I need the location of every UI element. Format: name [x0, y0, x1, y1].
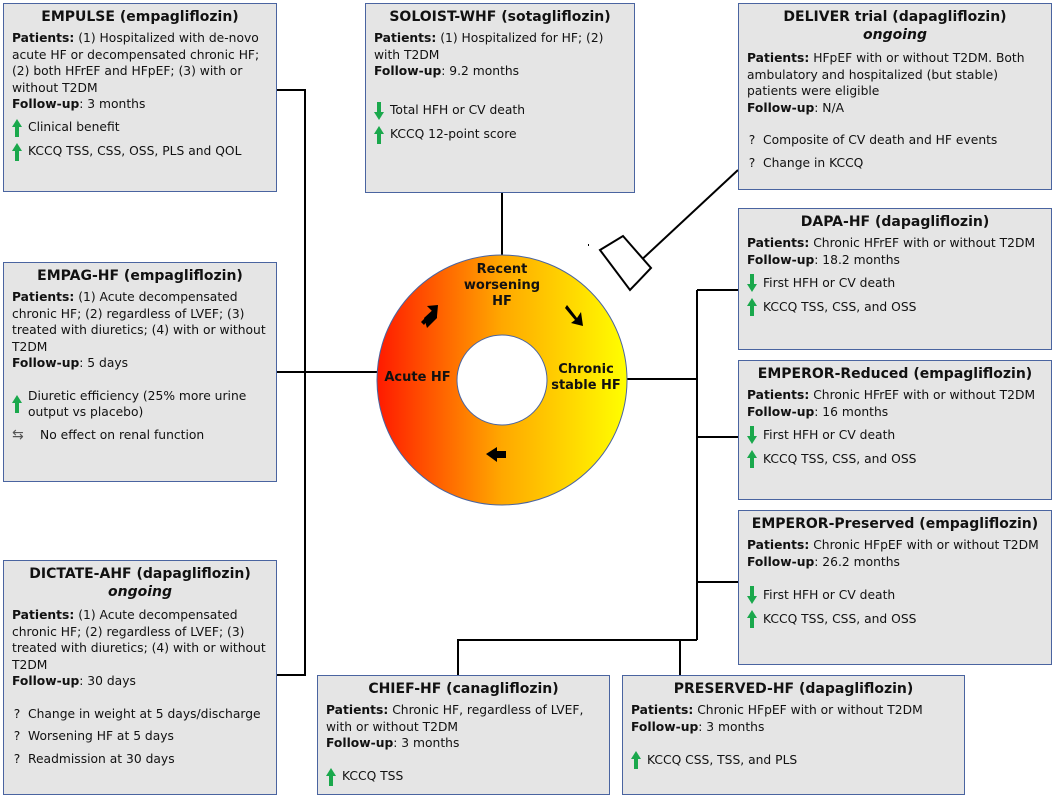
trial-patients: Patients: HFpEF with or without T2DM. Bo… [747, 51, 1025, 98]
trial-title: DICTATE-AHF (dapagliflozin) [29, 566, 251, 582]
trial-box-soloist: SOLOIST-WHF (sotagliflozin) Patients: (1)… [365, 3, 635, 193]
left-right-arrow-icon: ⇆ [12, 426, 24, 443]
trial-result: KCCQ TSS, CSS, and OSS [747, 610, 1043, 628]
trial-result: ⇆ No effect on renal function [12, 426, 205, 443]
trial-result: KCCQ TSS [326, 767, 601, 786]
trial-followup: Follow-up: 18.2 months [747, 252, 900, 267]
trial-patients: Patients: (1) Acute decompensated chroni… [12, 290, 266, 354]
question-icon: ? [748, 133, 756, 147]
trial-result: KCCQ TSS, CSS, and OSS [747, 298, 1043, 316]
up-arrow-icon [747, 450, 757, 468]
question-icon: ? [13, 751, 21, 766]
trial-box-empag: EMPAG-HF (empagliflozin) Patients: (1) Ac… [3, 262, 277, 482]
question-icon: ? [13, 729, 21, 743]
trial-patients: Patients: Chronic HFrEF with or without … [747, 388, 1036, 402]
trial-patients: Patients: (1) Hospitalized for HF; (2) w… [374, 31, 604, 62]
trial-result: ? Change in weight at 5 days/discharge [13, 706, 261, 721]
trial-box-deliver: DELIVER trial (dapagliflozin) ongoing Pati… [738, 3, 1052, 190]
trial-box-preserved: PRESERVED-HF (dapagliflozin) Patients: Ch… [622, 675, 965, 795]
trial-result: ? Worsening HF at 5 days [13, 729, 174, 743]
trial-box-emperor_p: EMPEROR-Preserved (empagliflozin) Patient… [738, 510, 1052, 665]
trial-result: Diuretic efficiency (25% more urine outp… [12, 388, 268, 421]
question-icon: ? [13, 706, 21, 721]
trial-result: ? Change in KCCQ [748, 155, 864, 170]
trial-followup: Follow-up: 3 months [12, 97, 146, 111]
trial-title: EMPEROR-Reduced (empagliflozin) [757, 366, 1033, 382]
trial-result: First HFH or CV death [747, 274, 1043, 292]
trial-result: KCCQ TSS, CSS, and OSS [747, 450, 1043, 468]
trial-result: ? Composite of CV death and HF events [748, 133, 998, 147]
trial-result: KCCQ CSS, TSS, and PLS [631, 751, 956, 769]
question-icon: ? [748, 155, 756, 170]
trial-title: DAPA-HF (dapagliflozin) [800, 214, 990, 230]
trial-box-dictate: DICTATE-AHF (dapagliflozin) ongoing Patien… [3, 560, 277, 795]
trial-status: ongoing [107, 584, 172, 600]
up-arrow-icon [12, 118, 22, 137]
up-arrow-icon [747, 298, 757, 316]
trial-box-empulse: EMPULSE (empagliflozin) Patients: (1) Hos… [3, 3, 277, 192]
down-arrow-icon [747, 586, 757, 604]
cycle-stage-recent: Recent worsening HF [463, 262, 541, 309]
trial-title: SOLOIST-WHF (sotagliflozin) [389, 9, 611, 25]
trial-title: EMPAG-HF (empagliflozin) [37, 268, 243, 284]
trial-followup: Follow-up: 3 months [631, 719, 765, 734]
trial-followup: Follow-up: 26.2 months [747, 554, 900, 569]
trial-patients: Patients: (1) Acute decompensated chroni… [12, 608, 266, 672]
trial-box-emperor_r: EMPEROR-Reduced (empagliflozin) Patients:… [738, 360, 1052, 500]
up-arrow-icon [12, 142, 22, 161]
up-arrow-icon [374, 125, 384, 144]
trial-result: KCCQ TSS, CSS, OSS, PLS and QOL [12, 142, 268, 161]
trial-result: ? Readmission at 30 days [13, 751, 175, 766]
cycle-stage-chronic: Chronic stable HF [551, 362, 621, 393]
trial-followup: Follow-up: 5 days [12, 356, 129, 370]
trial-result: Clinical benefit [12, 118, 268, 137]
trial-status: ongoing [862, 27, 927, 43]
trial-title: PRESERVED-HF (dapagliflozin) [673, 681, 914, 697]
trial-patients: Patients: (1) Hospitalized with de-novo … [12, 31, 260, 95]
down-arrow-icon [747, 274, 757, 292]
trial-result: First HFH or CV death [747, 426, 1043, 444]
trial-result: KCCQ 12-point score [374, 125, 626, 144]
trial-patients: Patients: Chronic HFpEF with or without … [631, 703, 923, 717]
trial-followup: Follow-up: 30 days [12, 674, 136, 688]
trial-box-dapa: DAPA-HF (dapagliflozin) Patients: Chronic… [738, 208, 1052, 350]
up-arrow-icon [12, 395, 22, 413]
trial-patients: Patients: Chronic HFrEF with or without … [747, 236, 1036, 250]
up-arrow-icon [631, 751, 641, 769]
trial-title: CHIEF-HF (canagliflozin) [368, 681, 559, 697]
trial-followup: Follow-up: 3 months [326, 736, 460, 750]
trial-followup: Follow-up: N/A [747, 100, 845, 115]
trial-patients: Patients: Chronic HFpEF with or without … [747, 538, 1039, 552]
trial-result: First HFH or CV death [747, 586, 1043, 604]
down-arrow-icon [747, 426, 757, 444]
down-arrow-icon [374, 101, 384, 120]
cycle-stage-acute: Acute HF [384, 370, 451, 385]
trial-result: Total HFH or CV death [374, 101, 626, 120]
trial-title: EMPEROR-Preserved (empagliflozin) [751, 516, 1039, 532]
trial-followup: Follow-up: 9.2 months [374, 64, 520, 78]
trial-box-chief: CHIEF-HF (canagliflozin) Patients: Chroni… [317, 675, 610, 795]
trial-title: DELIVER trial (dapagliflozin) [783, 9, 1007, 25]
up-arrow-icon [326, 767, 336, 786]
trial-title: EMPULSE (empagliflozin) [41, 9, 239, 25]
trial-followup: Follow-up: 16 months [747, 404, 889, 419]
up-arrow-icon [747, 610, 757, 628]
hf-cycle-ring [376, 254, 628, 506]
trial-patients: Patients: Chronic HF, regardless of LVEF… [326, 703, 584, 734]
